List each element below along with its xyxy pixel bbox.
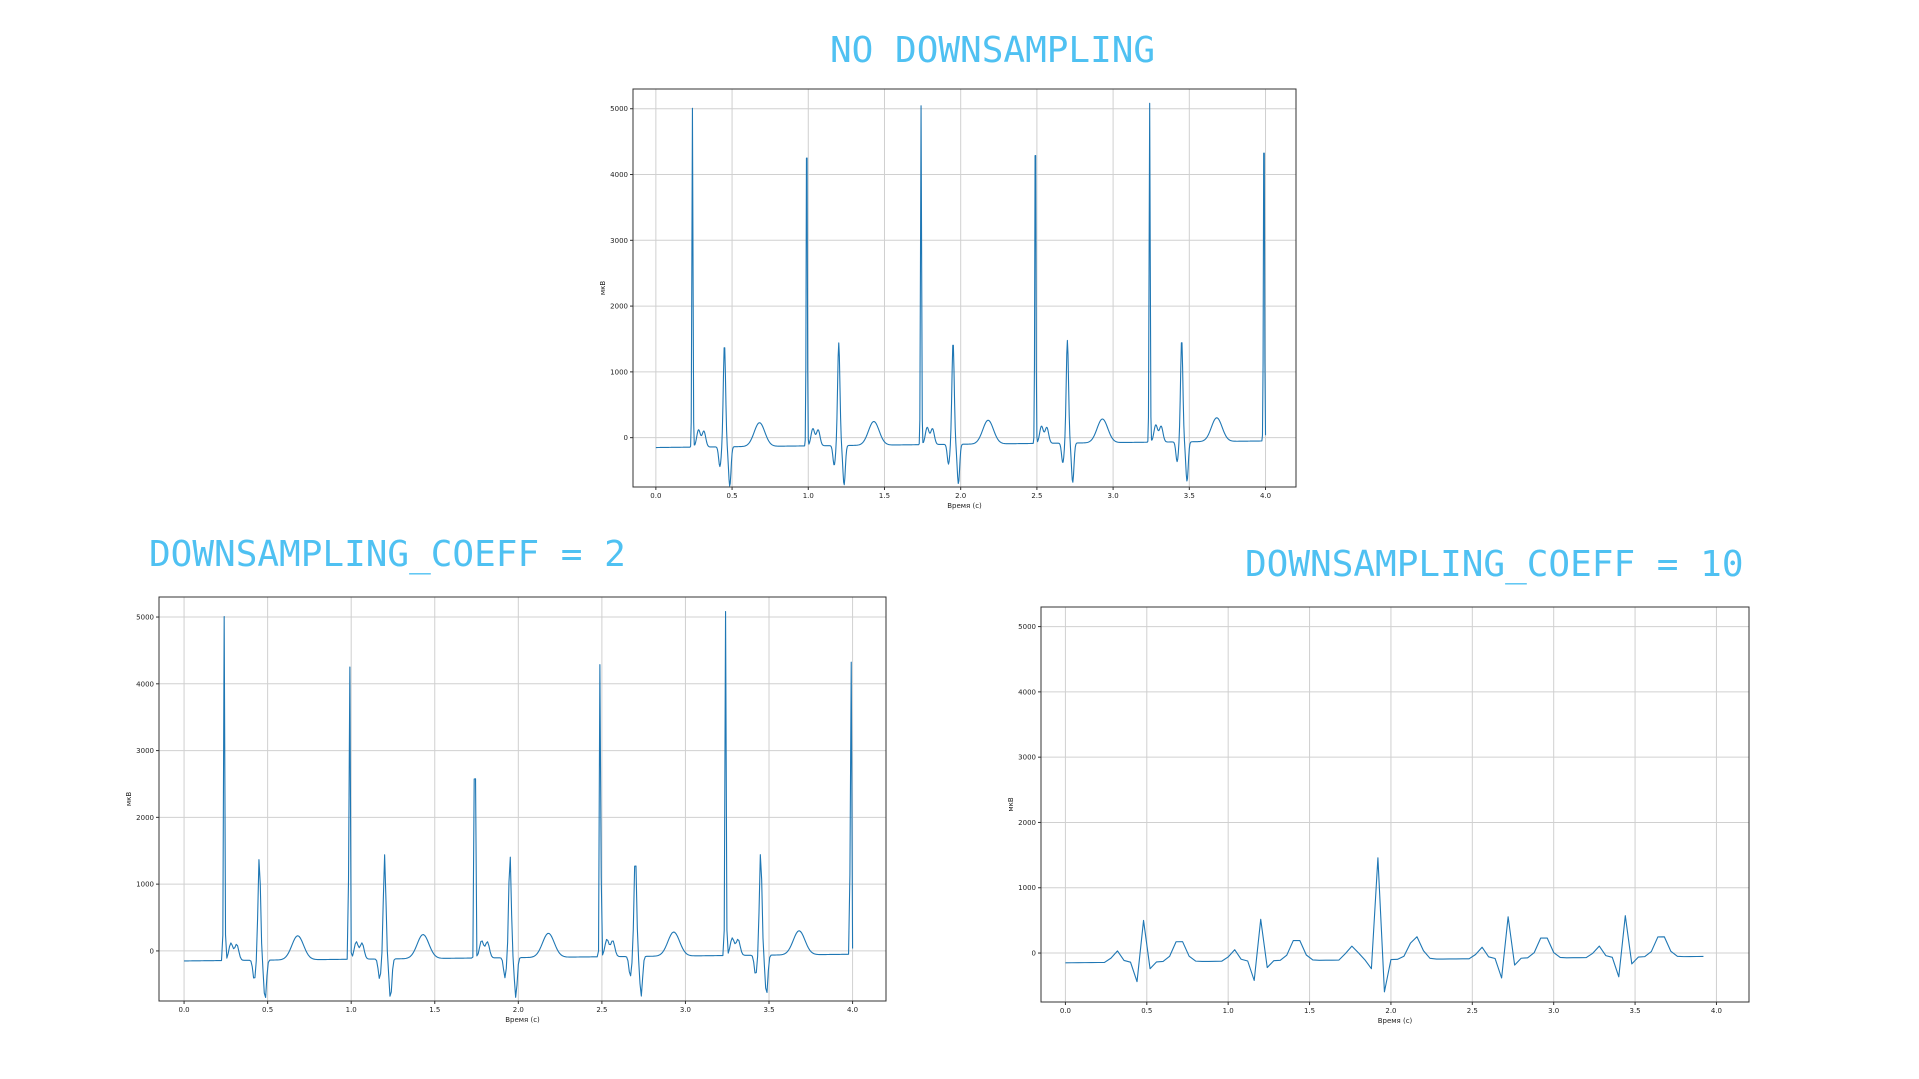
y-tick-label: 2000 xyxy=(610,303,628,311)
title-coeff-2: DOWNSAMPLING_COEFF = 2 xyxy=(149,534,626,575)
chart-coeff-10: 0.0 0.5 1.0 1.5 2.0 2.5 3.0 3.5 4.0 0 1000 2000 3000… xyxy=(1007,606,1750,1025)
title-no-downsampling: NO DOWNSAMPLING xyxy=(830,30,1156,71)
y-tick-label: 1000 xyxy=(136,881,154,889)
x-tick-label: 3.5 xyxy=(763,1006,774,1014)
grid xyxy=(1041,607,1749,1002)
x-tick-label: 0.0 xyxy=(178,1006,189,1014)
chart-coeff-2: 0.0 0.5 1.0 1.5 2.0 2.5 3.0 3.5 4.0 0 1000 2000 3000… xyxy=(125,596,887,1024)
y-tick-label: 0 xyxy=(150,947,154,955)
x-tick-label: 3.0 xyxy=(680,1006,691,1014)
y-tick-label: 2000 xyxy=(136,814,154,822)
y-tick-label: 1000 xyxy=(610,368,628,376)
x-tick-label: 1.5 xyxy=(879,492,890,500)
y-axis-label: мкВ xyxy=(125,792,133,807)
y-tick-label: 5000 xyxy=(610,105,628,113)
x-axis-label: Время (с) xyxy=(1378,1017,1413,1025)
plot-frame xyxy=(1040,606,1750,1003)
x-tick-label: 2.0 xyxy=(513,1006,524,1014)
y-tick-label: 5000 xyxy=(136,614,154,622)
x-tick-label: 1.5 xyxy=(429,1006,440,1014)
x-tick-label: 4.0 xyxy=(1260,492,1271,500)
x-tick-label: 2.5 xyxy=(596,1006,607,1014)
x-tick-label: 0.5 xyxy=(262,1006,273,1014)
x-tick-label: 2.5 xyxy=(1031,492,1042,500)
x-tick-label: 2.0 xyxy=(1385,1007,1396,1015)
x-tick-label: 1.0 xyxy=(803,492,814,500)
series-line xyxy=(184,611,854,999)
x-tick-label: 2.5 xyxy=(1467,1007,1478,1015)
x-axis-label: Время (с) xyxy=(505,1016,540,1024)
x-tick-label: 0.5 xyxy=(726,492,737,500)
x-tick-label: 1.0 xyxy=(346,1006,357,1014)
series-line xyxy=(655,102,1267,487)
grid xyxy=(633,89,1296,487)
x-tick-label: 1.5 xyxy=(1304,1007,1315,1015)
y-tick-label: 5000 xyxy=(1018,623,1036,631)
x-tick-label: 1.0 xyxy=(1223,1007,1234,1015)
x-tick-label: 4.0 xyxy=(847,1006,858,1014)
x-tick-label: 3.0 xyxy=(1548,1007,1559,1015)
x-tick-label: 3.5 xyxy=(1184,492,1195,500)
y-tick-label: 4000 xyxy=(610,171,628,179)
y-tick-label: 3000 xyxy=(1018,754,1036,762)
y-tick-label: 2000 xyxy=(1018,819,1036,827)
x-tick-label: 0.0 xyxy=(1060,1007,1071,1015)
x-axis-label: Время (с) xyxy=(947,502,982,510)
y-tick-label: 4000 xyxy=(136,680,154,688)
y-tick-label: 1000 xyxy=(1018,884,1036,892)
y-tick-label: 0 xyxy=(624,434,628,442)
y-tick-label: 4000 xyxy=(1018,688,1036,696)
x-tick-label: 2.0 xyxy=(955,492,966,500)
grid xyxy=(159,597,886,1001)
plot-frame xyxy=(158,596,887,1002)
y-axis-label: мкВ xyxy=(599,281,607,296)
chart-no-downsampling: 0.0 0.5 1.0 1.5 2.0 2.5 3.0 3.5 4.0 0 1000 2000 3000… xyxy=(599,88,1297,510)
x-tick-label: 0.0 xyxy=(650,492,661,500)
plot-frame xyxy=(632,88,1297,488)
series-line xyxy=(1065,857,1704,993)
x-tick-label: 0.5 xyxy=(1141,1007,1152,1015)
x-tick-label: 3.0 xyxy=(1108,492,1119,500)
y-tick-label: 0 xyxy=(1032,950,1036,958)
x-tick-label: 4.0 xyxy=(1711,1007,1722,1015)
x-tick-label: 3.5 xyxy=(1629,1007,1640,1015)
title-coeff-10: DOWNSAMPLING_COEFF = 10 xyxy=(1245,544,1744,585)
y-tick-label: 3000 xyxy=(136,747,154,755)
y-axis-label: мкВ xyxy=(1007,797,1015,812)
y-tick-label: 3000 xyxy=(610,237,628,245)
